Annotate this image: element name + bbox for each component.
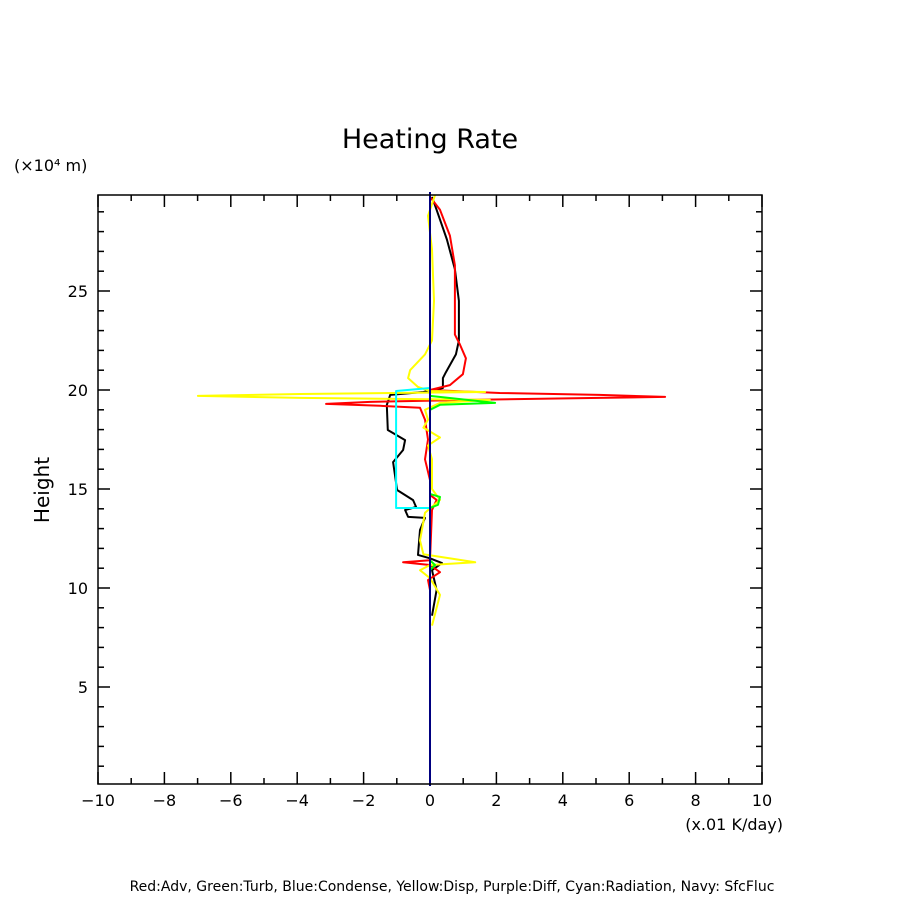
y-tick-label: 15 [68,480,88,499]
y-tick-label: 5 [78,678,88,697]
x-tick-label: 8 [691,791,701,810]
plot-frame [97,194,763,785]
series-line-radiation [395,387,431,509]
x-tick-label: 10 [752,791,772,810]
series-line-turb [429,394,497,571]
y-tick-label: 25 [68,282,88,301]
x-tick-label: 4 [558,791,568,810]
y-axis-label: Height [30,457,54,523]
legend: Red:Adv, Green:Turb, Blue:Condense, Yell… [130,879,775,895]
y-tick-label: 10 [68,579,88,598]
series-line-disp [196,194,491,626]
y-axis-unit: (×10⁴ m) [14,156,87,175]
x-tick-label: −4 [285,791,309,810]
series-line-total [385,196,460,616]
axes: −10 −8 −6 −4 −2 0 2 4 6 8 10 5 10 15 20 25 [68,195,772,810]
x-tick-label: 6 [624,791,634,810]
x-tick-label: 0 [425,791,435,810]
y-tick-label: 20 [68,381,88,400]
series-group [196,192,667,786]
x-tick-label: −2 [352,791,376,810]
x-axis-label: (x.01 K/day) [685,815,783,834]
x-tick-label: −8 [153,791,177,810]
chart-title: Heating Rate [342,124,518,155]
x-tick-label: −10 [81,791,115,810]
x-tick-label: 2 [491,791,501,810]
x-tick-label: −6 [219,791,243,810]
